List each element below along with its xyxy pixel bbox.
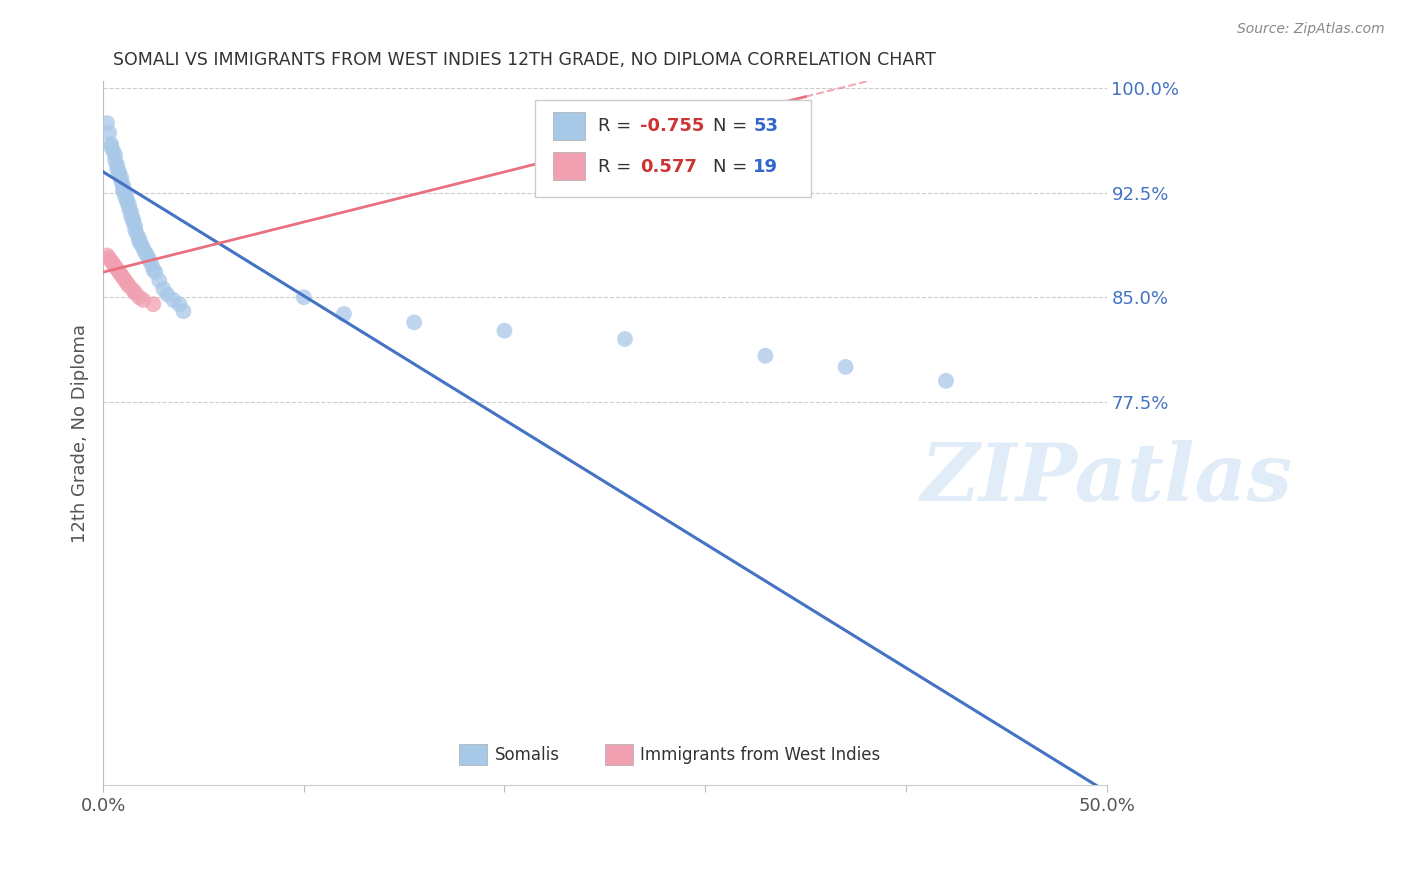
FancyBboxPatch shape [553,112,585,140]
Point [156,287,179,301]
Point [935,374,957,388]
Point [108,165,131,179]
Point [124,286,146,301]
Text: R =: R = [598,158,643,176]
Point [105,162,128,177]
Text: SOMALI VS IMMIGRANTS FROM WEST INDIES 12TH GRADE, NO DIPLOMA CORRELATION CHART: SOMALI VS IMMIGRANTS FROM WEST INDIES 12… [112,51,936,69]
Point [104,153,127,168]
Text: -0.755: -0.755 [640,118,704,136]
Point [142,262,165,277]
Point [101,257,124,271]
Point [105,158,128,172]
Text: Somalis: Somalis [495,746,560,764]
Text: 0.577: 0.577 [640,158,697,176]
Text: ZIPatlas: ZIPatlas [921,440,1292,517]
Point [494,324,516,338]
Point [118,279,141,293]
Point [122,283,145,297]
Point [98,126,121,140]
Point [100,140,122,154]
Point [114,190,136,204]
Text: R =: R = [598,118,637,136]
Text: Immigrants from West Indies: Immigrants from West Indies [640,746,880,764]
Point [100,254,122,268]
Point [834,359,856,374]
Point [162,293,184,307]
Point [141,257,163,271]
Text: 19: 19 [754,158,779,176]
Point [138,252,160,267]
Text: 53: 53 [754,118,779,136]
Text: N =: N = [713,118,754,136]
Point [124,223,146,237]
Point [104,148,127,162]
Point [114,273,136,287]
Point [148,273,170,287]
Point [533,140,555,154]
Point [169,297,191,311]
Point [115,193,138,207]
FancyBboxPatch shape [605,744,633,765]
Point [127,227,149,242]
Text: Source: ZipAtlas.com: Source: ZipAtlas.com [1237,22,1385,37]
Point [104,260,127,274]
Point [128,290,150,304]
Point [132,293,155,307]
Point [101,144,124,158]
FancyBboxPatch shape [460,744,488,765]
Point [152,282,174,296]
Point [114,186,136,200]
Point [122,215,145,229]
Point [108,265,131,279]
Point [98,252,121,266]
FancyBboxPatch shape [553,152,585,180]
Point [108,168,131,182]
Point [100,136,122,151]
Point [112,185,135,199]
Point [695,120,717,135]
Y-axis label: 12th Grade, No Diploma: 12th Grade, No Diploma [72,324,89,542]
Point [129,237,152,252]
Point [124,219,146,234]
Point [112,181,135,195]
Point [115,195,138,210]
Point [132,242,155,256]
Point [754,349,776,363]
Point [96,248,118,262]
Point [142,297,165,311]
Point [96,116,118,130]
Point [110,170,132,185]
Point [112,178,135,193]
Point [172,304,194,318]
Point [128,232,150,246]
Point [134,245,156,260]
Point [118,202,141,217]
Point [128,235,150,249]
Point [404,315,426,329]
Point [115,277,138,291]
Point [122,212,145,227]
Point [292,290,315,304]
Text: N =: N = [713,158,754,176]
Point [110,175,132,189]
Point [120,205,142,219]
FancyBboxPatch shape [534,100,810,197]
Point [120,210,142,224]
Point [112,270,135,285]
Point [136,248,159,262]
Point [118,198,141,212]
Point [110,268,132,282]
Point [333,307,356,321]
Point [105,262,128,277]
Point [143,265,166,279]
Point [613,332,636,346]
